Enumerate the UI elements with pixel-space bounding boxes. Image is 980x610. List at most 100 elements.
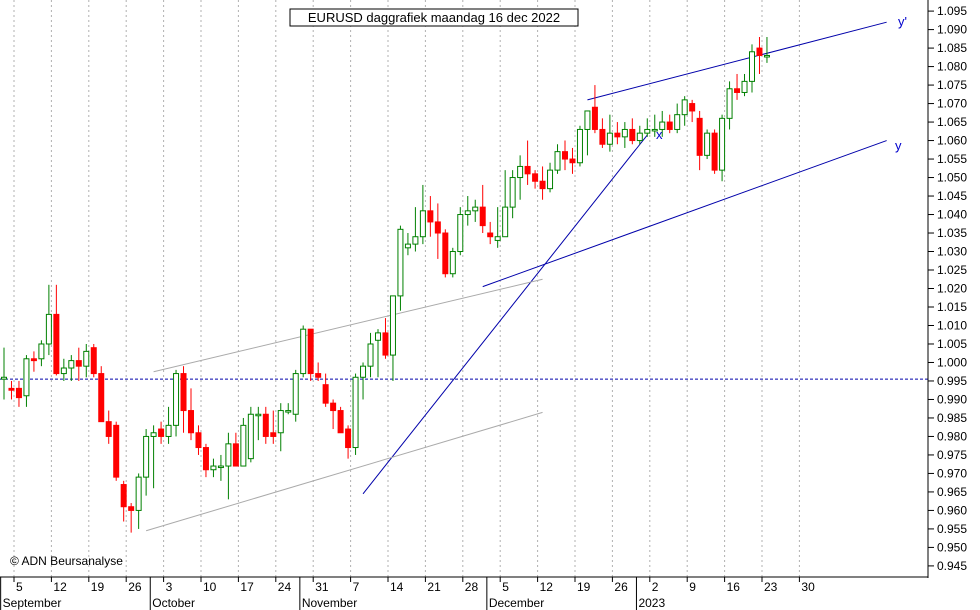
candle-body-up xyxy=(494,236,501,241)
y-tick-label: 1.075 xyxy=(937,78,967,92)
candle-body-up xyxy=(412,236,419,245)
candle-body-down xyxy=(8,387,15,391)
candle-body-up xyxy=(277,410,284,434)
candle-body-up xyxy=(247,413,254,460)
candle-body-down xyxy=(53,313,60,375)
candle-body-up xyxy=(225,443,232,467)
y-tick-label: 1.055 xyxy=(937,152,967,166)
x-tick-label: 9 xyxy=(689,580,696,594)
x-tick-label: 31 xyxy=(315,580,329,594)
y-tick-label: 1.085 xyxy=(937,41,967,55)
candle-body-up xyxy=(509,177,516,208)
y-tick-label: 0.985 xyxy=(937,411,967,425)
candle-body-down xyxy=(487,232,494,238)
candle-body-up xyxy=(651,128,658,132)
candle xyxy=(472,199,479,222)
candle xyxy=(270,410,277,444)
candle-body-down xyxy=(158,428,165,437)
candle-body-down xyxy=(270,432,277,437)
candle-body-down xyxy=(562,151,568,160)
candle-body-up xyxy=(135,476,142,511)
candle xyxy=(330,399,337,430)
candle xyxy=(195,425,202,455)
candle-body-up xyxy=(659,121,666,130)
candle xyxy=(83,343,90,378)
candle-body-down xyxy=(696,117,703,156)
title-text: EURUSD daggrafiek maandag 16 dec 2022 xyxy=(308,10,560,25)
x-tick-label: 16 xyxy=(727,580,741,594)
candle xyxy=(479,184,486,234)
trend-line-grey-lower xyxy=(145,411,543,532)
y-tick-label: 1.045 xyxy=(937,189,967,203)
candle-body-down xyxy=(629,128,636,142)
candle xyxy=(449,247,456,278)
candle xyxy=(322,373,329,407)
candle-body-up xyxy=(472,206,479,212)
candle-body-up xyxy=(165,424,172,437)
candle xyxy=(734,73,741,100)
x-tick-label: 12 xyxy=(540,580,554,594)
candle-body-up xyxy=(517,165,524,179)
candle-body-down xyxy=(262,413,269,437)
candle xyxy=(389,295,396,381)
x-tick-label: 24 xyxy=(278,580,292,594)
candle-body-up xyxy=(1,376,7,380)
candle-body-down xyxy=(188,410,194,434)
trend-lines xyxy=(0,21,928,532)
y-tick-label: 1.000 xyxy=(937,355,967,369)
candle-body-up xyxy=(674,114,681,130)
candle xyxy=(651,114,658,137)
candle xyxy=(173,369,180,437)
candle xyxy=(45,284,52,356)
candle xyxy=(539,166,546,200)
candle xyxy=(442,229,449,278)
candle-body-up xyxy=(726,88,733,119)
candle-body-down xyxy=(113,424,120,478)
candle xyxy=(217,454,224,481)
y-tick-label: 1.040 xyxy=(937,208,967,222)
y-tick-label: 1.060 xyxy=(937,134,967,148)
candle-body-up xyxy=(173,373,180,426)
candle-body-up xyxy=(502,206,509,238)
candle xyxy=(202,443,209,478)
y-tick-label: 1.080 xyxy=(937,60,967,74)
y-tick-label: 0.970 xyxy=(937,466,967,480)
candle-body-down xyxy=(524,165,531,175)
x-tick-label: 30 xyxy=(801,580,815,594)
candle xyxy=(763,36,770,63)
candle-body-down xyxy=(599,128,606,145)
candle xyxy=(756,36,763,74)
candle xyxy=(135,473,142,529)
candle-body-down xyxy=(434,221,441,234)
y-tick-label: 0.960 xyxy=(937,503,967,517)
candle xyxy=(75,347,82,381)
candle xyxy=(1,347,7,400)
candle-body-down xyxy=(128,506,135,511)
candle-body-down xyxy=(180,373,187,412)
candle xyxy=(666,114,673,134)
candle-body-down xyxy=(532,173,539,182)
candle-body-down xyxy=(202,447,209,471)
candle xyxy=(591,85,598,134)
grid-layer xyxy=(13,0,800,577)
y-tick-label: 0.975 xyxy=(937,448,967,462)
y-tick-label: 1.070 xyxy=(937,97,967,111)
candle xyxy=(247,406,254,463)
candle xyxy=(180,366,187,433)
candle xyxy=(711,129,718,174)
x-tick-label: 10 xyxy=(203,580,217,594)
y-tick-label: 0.965 xyxy=(937,485,967,499)
candle-body-up xyxy=(636,132,643,142)
candle-body-up xyxy=(389,295,396,356)
y-tick-label: 0.995 xyxy=(937,374,967,388)
candle xyxy=(397,225,404,311)
candle xyxy=(345,425,352,459)
x-tick-label: 2 xyxy=(652,580,659,594)
candle-body-up xyxy=(606,132,613,145)
candle-body-down xyxy=(15,387,22,399)
candle-body-down xyxy=(337,410,344,434)
y-tick-label: 1.015 xyxy=(937,300,967,314)
candle xyxy=(240,417,247,467)
